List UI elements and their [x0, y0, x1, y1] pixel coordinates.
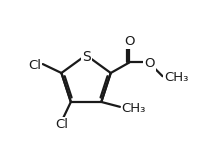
- Text: CH₃: CH₃: [122, 102, 146, 115]
- Text: Cl: Cl: [55, 118, 69, 131]
- Text: O: O: [144, 58, 155, 70]
- Text: O: O: [124, 35, 135, 48]
- Text: CH₃: CH₃: [164, 71, 189, 84]
- Text: S: S: [82, 50, 90, 64]
- Text: Cl: Cl: [28, 59, 41, 72]
